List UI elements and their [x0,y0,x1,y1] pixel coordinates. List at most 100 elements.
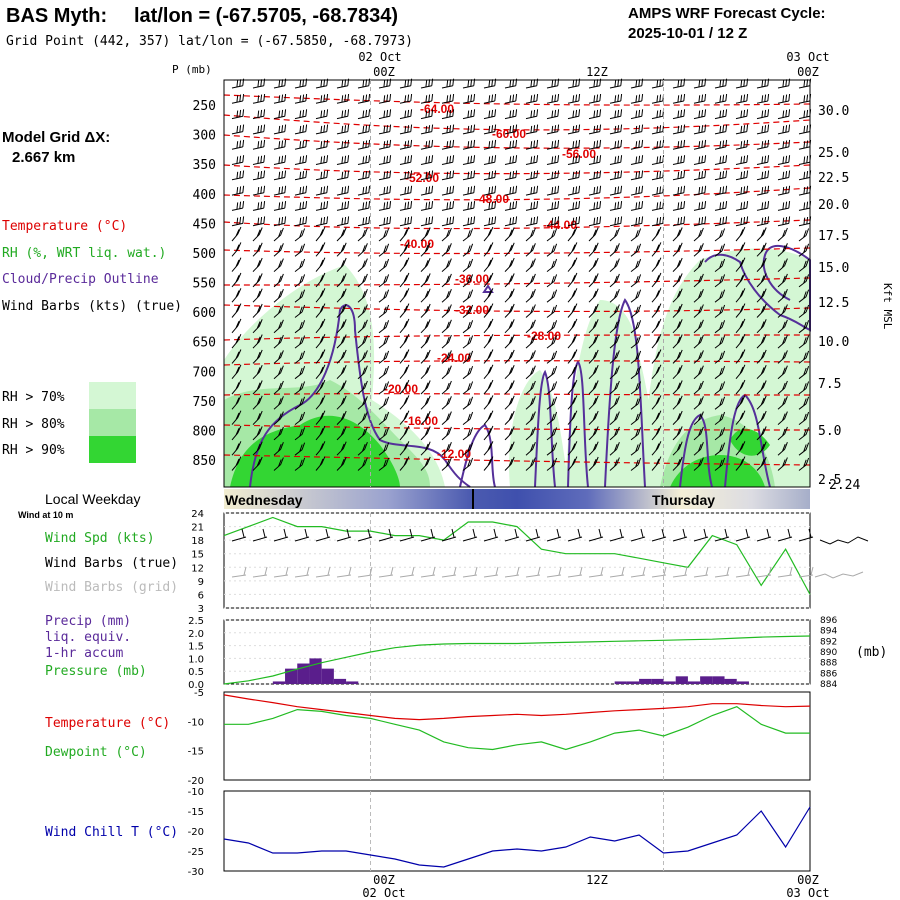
wind-barb [567,410,578,425]
wind-barb [588,242,599,257]
grid-point-label: Grid Point (442, 357) lat/lon = (-67.585… [6,34,413,49]
wind-barb [693,334,704,349]
wind-barb [462,381,474,395]
wind-barb-grid [462,566,478,578]
isotherm-line [223,219,811,230]
wind-barb [294,350,306,364]
wind-barb [252,257,263,272]
wind-barb [462,304,474,318]
wind-barb-grid [672,566,688,578]
model-grid-label: Model Grid ΔX: [2,129,110,146]
wind-barb [462,185,476,196]
wind-barb [777,289,788,303]
wind-barb [693,442,704,456]
wind-barb [483,124,497,135]
wind-barb [714,427,726,441]
wind-barb [273,273,284,288]
precip-bar [346,681,359,684]
wind-barb [483,379,494,395]
wind-barb [273,243,284,257]
wind-barb [483,395,494,410]
wind-barb [357,380,368,395]
wind-barb [231,333,242,349]
wind-barb [693,258,704,272]
wind-barb [420,273,431,288]
wind-barb [441,350,452,364]
wind-barb [672,288,683,303]
cycle-line-1: AMPS WRF Forecast Cycle: [628,5,826,22]
height-tick-label: 25.0 [818,146,849,161]
wind-barb [399,242,410,257]
wind-barb-true [315,528,331,542]
wind-barb [588,426,599,441]
wind-barb [504,124,518,135]
wind-barb [777,93,791,104]
wind-barb [693,78,707,89]
wind-barb [672,227,683,242]
wind-barb [588,319,599,334]
wind-barb [252,139,266,150]
wind-barb [777,396,788,410]
wind-barb-true [567,528,583,542]
wind-barb [315,257,326,272]
wind-barb-true [273,528,289,542]
wind-barb [483,303,494,318]
wind-barb [609,304,620,318]
wind-barb [441,201,455,211]
precip-bar [675,676,688,684]
wind-barb [504,456,515,471]
wind-barb [294,124,308,135]
wind-barb-grid [651,566,667,578]
wind-barb [420,242,431,257]
wind-barb-true [252,528,268,542]
wind-barb [756,456,767,471]
wind-barb [462,366,474,380]
wind-barb [777,426,788,441]
isotherm-label: -36.00 [455,272,489,286]
wind-barb [714,216,728,227]
wind-barb [777,411,788,425]
wind-barb [336,93,350,104]
wind-barb [315,395,326,410]
wind-barb-true [504,528,520,542]
wind-barb [714,304,726,318]
cycle-line-2: 2025-10-01 / 12 Z [628,25,747,42]
wind-barb [420,288,431,303]
wind-barb [588,216,602,227]
accum-label: 1-hr accum [45,646,123,661]
wind-barb [399,93,413,104]
wind-barb [630,274,642,288]
wind-barb [420,319,431,334]
wind-barb [441,243,452,257]
y-tick-label: -20 [188,776,204,787]
wind-barb [609,109,623,120]
wind-barb [315,124,329,135]
wind-barb [630,185,644,196]
wind-barb-true [378,528,394,542]
wind-barb [546,457,558,471]
wind-barb-true [420,528,436,542]
wind-barb [483,272,494,288]
wind-barb [777,350,788,364]
wind-barb [651,185,665,196]
wind-chill-panel: -10 -15 -20 -25 -30 [188,787,811,878]
wind-barb [399,410,410,425]
wind-barb [231,395,242,410]
precip-label: Precip (mm) [45,614,131,629]
wind-barb-true [714,528,730,542]
wind-barb [714,201,728,211]
y-tick-label: -25 [188,847,204,858]
wind-barb-true [399,528,415,542]
wind-barb [714,185,728,196]
cloud-outline [534,369,556,488]
wind-barb [252,273,263,288]
wind-barb [378,274,390,288]
wind-barb [357,334,368,349]
wind-barb [546,155,560,165]
wind-barb [252,349,263,364]
panel-frame [223,790,811,872]
y-tick-label: 6 [198,590,204,601]
wind-barb [651,288,662,303]
wind-barb [378,350,390,364]
wind-barb [798,258,810,272]
